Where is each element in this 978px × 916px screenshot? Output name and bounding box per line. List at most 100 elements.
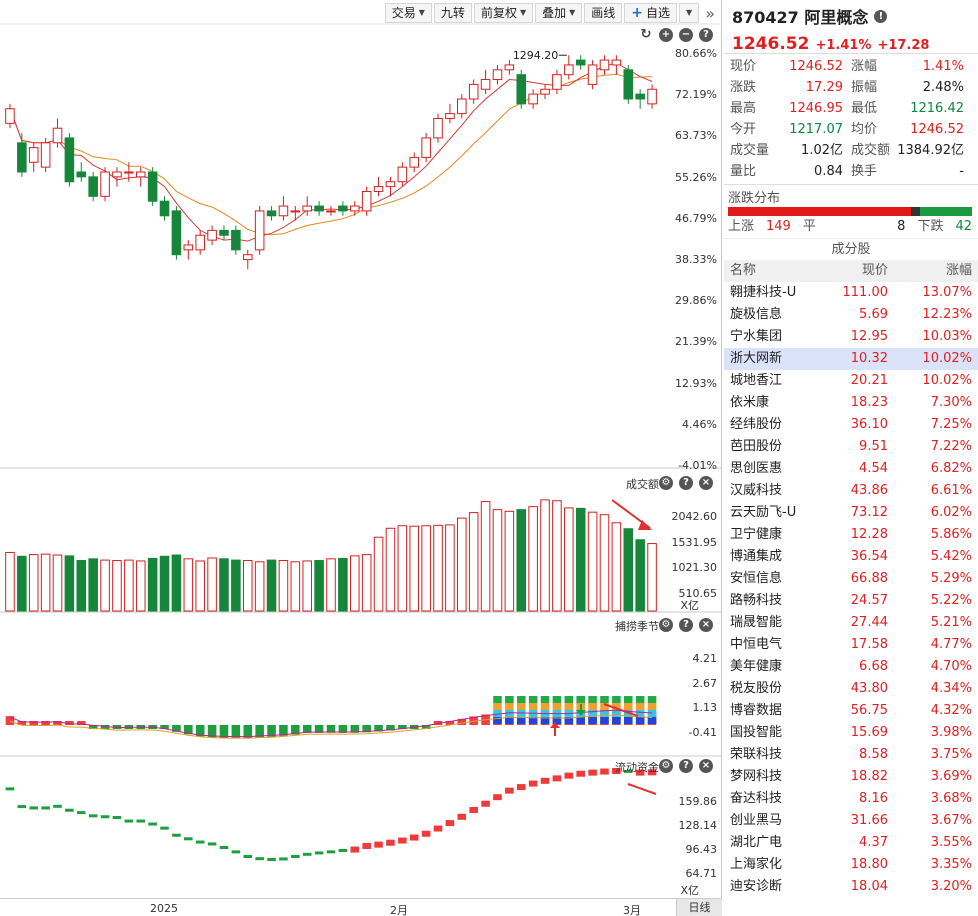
component-price: 56.75 — [850, 703, 888, 718]
volume-bar — [183, 558, 194, 612]
volume-bar — [219, 558, 229, 612]
component-row[interactable]: 梦网科技 18.82 3.69% — [724, 766, 978, 788]
double-chevron-right-icon[interactable]: » — [705, 3, 715, 23]
component-row[interactable]: 宁水集团 12.95 10.03% — [724, 326, 978, 348]
help-icon[interactable]: ? — [679, 618, 693, 632]
component-row[interactable]: 经纬股份 36.10 7.25% — [724, 414, 978, 436]
adjust-button[interactable]: 前复权 ▼ — [473, 3, 534, 23]
component-row[interactable]: 浙大网新 10.32 10.02% — [724, 348, 978, 370]
col-price[interactable]: 现价 — [861, 263, 888, 278]
period-selector[interactable]: 日线 — [676, 899, 722, 916]
axis-tick-label: 12.93% — [675, 376, 717, 390]
help-icon[interactable]: ? — [679, 476, 693, 490]
season-stack — [635, 717, 645, 724]
component-row[interactable]: 美年健康 6.68 4.70% — [724, 656, 978, 678]
volume-bar — [635, 539, 645, 612]
refresh-icon[interactable]: ↻ — [640, 27, 652, 42]
candle-body — [278, 205, 289, 217]
candle-body — [445, 113, 455, 119]
flow-bar — [255, 857, 264, 861]
component-row[interactable]: 奋达科技 8.16 3.68% — [724, 788, 978, 810]
volume-bar — [587, 511, 598, 612]
component-row[interactable]: 旋极信息 5.69 12.23% — [724, 304, 978, 326]
close-icon[interactable]: × — [699, 759, 713, 773]
chart-area[interactable]: 交易 ▼ 九转 前复权 ▼ 叠加 ▼ 画线 + 自选 ▼ » ↻ + − ? 1294.… — [0, 0, 722, 916]
volume-bar — [504, 510, 515, 612]
season-stack — [623, 717, 633, 724]
component-row[interactable]: 云天励飞-U 73.12 6.02% — [724, 502, 978, 524]
season-bar — [326, 725, 336, 733]
component-row[interactable]: 安恒信息 66.88 5.29% — [724, 568, 978, 590]
component-row[interactable]: 汉威科技 43.86 6.61% — [724, 480, 978, 502]
candle-body — [135, 171, 146, 178]
season-stack — [623, 696, 633, 703]
help-icon[interactable]: ? — [679, 759, 693, 773]
component-row[interactable]: 依米康 18.23 7.30% — [724, 392, 978, 414]
distribution-counts: 上涨 149 平 8 下跌 42 — [724, 216, 978, 236]
component-row[interactable]: 瑞晟智能 27.44 5.21% — [724, 612, 978, 634]
volume-bar — [409, 525, 420, 612]
flow-bar — [481, 800, 490, 807]
settings-icon[interactable]: ⚙ — [659, 759, 673, 773]
flow-bar — [219, 846, 229, 849]
nine-turn-button[interactable]: 九转 — [433, 3, 472, 23]
component-name: 奋达科技 — [730, 791, 783, 806]
flow-bar — [279, 857, 288, 861]
quote-value: 1246.52 — [789, 59, 843, 74]
overlay-button[interactable]: 叠加 ▼ — [535, 3, 583, 23]
component-row[interactable]: 国投智能 15.69 3.98% — [724, 722, 978, 744]
component-row[interactable]: 中恒电气 17.58 4.77% — [724, 634, 978, 656]
season-stack — [612, 710, 621, 717]
watchlist-dropdown[interactable]: ▼ — [679, 3, 700, 23]
kline-chart[interactable]: 1294.20 — [0, 0, 722, 898]
info-icon[interactable]: ! — [874, 9, 888, 23]
flow-bar — [445, 820, 455, 827]
component-row[interactable]: 创业黑马 31.66 3.67% — [724, 810, 978, 832]
axis-tick-label: 1021.30 — [671, 561, 718, 574]
quote-key: 成交额 — [851, 143, 891, 158]
axis-tick-label: 80.66% — [675, 47, 717, 60]
component-price: 24.57 — [850, 593, 888, 608]
zoom-in-icon[interactable]: + — [659, 28, 673, 42]
close-icon[interactable]: × — [699, 476, 713, 490]
close-icon[interactable]: × — [699, 618, 713, 632]
component-row[interactable]: 路畅科技 24.57 5.22% — [724, 590, 978, 612]
quote-cell: 成交量 1.02亿 — [730, 140, 851, 161]
flow-bar — [374, 841, 383, 848]
candle-body — [468, 83, 479, 100]
season-stack — [516, 710, 526, 717]
help-icon[interactable]: ? — [699, 28, 713, 42]
component-row[interactable]: 翱捷科技-U 111.00 13.07% — [724, 282, 978, 304]
sell-arrow-head — [576, 710, 586, 716]
axis-tick-label: 128.14 — [678, 819, 718, 832]
component-row[interactable]: 芭田股份 9.51 7.22% — [724, 436, 978, 458]
flow-bar — [469, 807, 478, 813]
component-row[interactable]: 博睿数据 56.75 4.32% — [724, 700, 978, 722]
component-row[interactable]: 城地香江 20.21 10.02% — [724, 370, 978, 392]
component-name: 宁水集团 — [730, 329, 783, 344]
component-row[interactable]: 税友股份 43.80 4.34% — [724, 678, 978, 700]
trade-button[interactable]: 交易 ▼ — [384, 3, 432, 23]
settings-icon[interactable]: ⚙ — [659, 476, 673, 490]
watchlist-button[interactable]: + 自选 — [624, 3, 678, 23]
component-name: 创业黑马 — [730, 813, 783, 828]
stock-code-name: 870427 阿里概念 — [732, 8, 869, 27]
draw-line-button[interactable]: 画线 — [584, 3, 623, 23]
component-row[interactable]: 博通集成 36.54 5.42% — [724, 546, 978, 568]
component-row[interactable]: 上海家化 18.80 3.35% — [724, 854, 978, 876]
season-line-a — [9, 709, 653, 738]
settings-icon[interactable]: ⚙ — [659, 618, 673, 632]
volume-bar — [564, 507, 574, 612]
col-name[interactable]: 名称 — [730, 263, 757, 278]
season-stack — [588, 696, 597, 703]
component-row[interactable]: 荣联科技 8.58 3.75% — [724, 744, 978, 766]
component-row[interactable]: 湖北广电 4.37 3.55% — [724, 832, 978, 854]
component-row[interactable]: 思创医惠 4.54 6.82% — [724, 458, 978, 480]
component-row[interactable]: 卫宁健康 12.28 5.86% — [724, 524, 978, 546]
zoom-out-icon[interactable]: − — [679, 28, 693, 42]
col-pct[interactable]: 涨幅 — [945, 263, 972, 278]
component-name: 路畅科技 — [730, 593, 783, 608]
flow-bar — [88, 814, 98, 818]
volume-unit: X亿 — [680, 599, 699, 612]
component-row[interactable]: 迪安诊断 18.04 3.20% — [724, 876, 978, 898]
